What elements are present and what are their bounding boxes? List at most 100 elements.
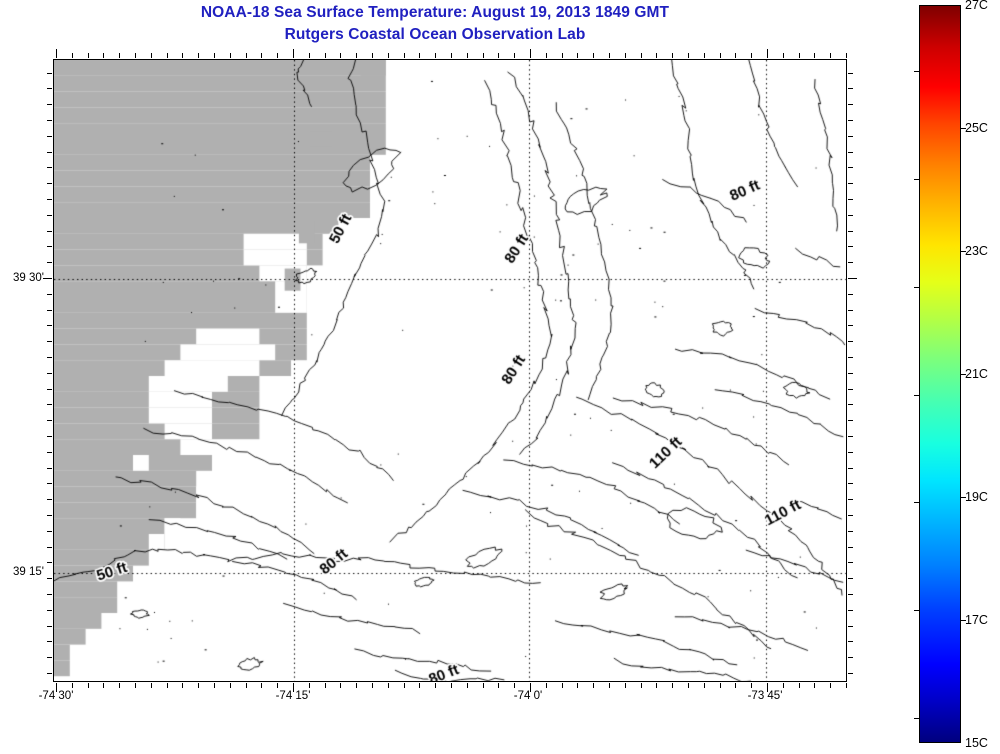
colorbar-tick-celsius: 17C <box>965 612 988 627</box>
x-axis-tick <box>119 683 120 688</box>
x-axis-tick-top <box>530 49 531 58</box>
y-axis-tick <box>47 136 52 137</box>
x-axis-tick-top <box>498 53 499 58</box>
x-axis-tick <box>325 683 326 688</box>
y-axis-tick-right <box>848 562 853 563</box>
x-axis-tick <box>230 683 231 688</box>
y-axis-tick-right <box>848 483 853 484</box>
y-axis-tick-right <box>848 341 853 342</box>
x-axis-tick-top <box>814 53 815 58</box>
y-axis-tick <box>47 657 52 658</box>
x-axis-tick <box>388 683 389 688</box>
title-line-2: Rutgers Coastal Ocean Observation Lab <box>284 26 586 43</box>
y-axis-tick-right <box>848 357 853 358</box>
y-axis-tick-right <box>848 215 853 216</box>
colorbar-tickmark <box>960 128 966 130</box>
colorbar-gradient <box>919 5 961 743</box>
x-axis-label-3: -73 45' <box>747 690 783 702</box>
x-axis-tick-top <box>783 53 784 58</box>
page-title: NOAA-18 Sea Surface Temperature: August … <box>0 2 870 46</box>
x-axis-tick <box>530 683 531 692</box>
y-axis-tick <box>47 641 52 642</box>
colorbar-tick-celsius: 15C <box>965 736 988 750</box>
colorbar-tickmark <box>960 250 966 252</box>
x-axis-tick <box>814 683 815 688</box>
x-axis-tick-top <box>293 49 294 58</box>
x-axis-tick-top <box>609 53 610 58</box>
x-axis-tick <box>846 683 847 688</box>
x-axis-tick <box>435 683 436 688</box>
x-axis-tick <box>309 683 310 688</box>
x-axis-tick-top <box>435 53 436 58</box>
y-axis-tick-right <box>848 657 853 658</box>
x-axis-tick-top <box>103 53 104 58</box>
x-axis-tick-top <box>246 53 247 58</box>
y-axis-tick <box>47 183 52 184</box>
x-axis-tick <box>546 683 547 688</box>
y-axis-tick <box>47 199 52 200</box>
y-axis-tick-right <box>848 199 853 200</box>
y-axis-tick-right <box>848 120 853 121</box>
y-axis-tick <box>47 578 52 579</box>
y-axis-tick-right <box>848 468 853 469</box>
y-axis-tick-right <box>848 231 853 232</box>
x-axis-tick <box>88 683 89 688</box>
x-axis-tick <box>562 683 563 688</box>
y-axis-tick-right <box>848 610 853 611</box>
x-axis-tick <box>167 683 168 688</box>
y-axis-tick-right <box>848 578 853 579</box>
y-axis-tick-right <box>848 88 853 89</box>
x-axis-tick-top <box>562 53 563 58</box>
y-axis-tick-right <box>848 420 853 421</box>
x-axis-tick <box>577 683 578 688</box>
x-axis-tick-top <box>625 53 626 58</box>
x-axis-tick-top <box>372 53 373 58</box>
x-axis-tick-top <box>514 53 515 58</box>
y-axis-tick <box>47 310 52 311</box>
temperature-colorbar[interactable]: 80F77F74F71F68F65F62F59F27C25C23C21C19C1… <box>914 0 988 750</box>
x-axis-tick <box>593 683 594 688</box>
y-axis-tick-right <box>848 325 853 326</box>
x-axis-tick <box>135 683 136 688</box>
x-axis-tick <box>56 683 57 692</box>
x-axis-tick-top <box>404 53 405 58</box>
x-axis-tick <box>688 683 689 688</box>
y-axis-tick-right <box>848 673 853 674</box>
x-axis-tick-top <box>577 53 578 58</box>
y-axis-tick <box>47 547 52 548</box>
x-axis-tick <box>514 683 515 688</box>
x-axis-tick-top <box>119 53 120 58</box>
x-axis-tick <box>72 683 73 688</box>
x-axis-tick-top <box>56 49 57 58</box>
colorbar-tickmark <box>914 610 920 612</box>
x-axis-tick <box>720 683 721 688</box>
sst-map-canvas <box>54 60 846 681</box>
y-axis-tick-right <box>848 373 853 374</box>
x-axis-tick <box>198 683 199 688</box>
x-axis-tick <box>498 683 499 688</box>
y-axis-tick <box>47 341 52 342</box>
colorbar-tick-celsius: 25C <box>965 121 988 136</box>
x-axis-tick-top <box>467 53 468 58</box>
x-axis-tick-top <box>72 53 73 58</box>
y-axis-tick-right <box>848 167 853 168</box>
y-axis-tick-right <box>848 515 853 516</box>
x-axis-tick-top <box>388 53 389 58</box>
x-axis-tick <box>261 683 262 688</box>
x-axis-tick <box>451 683 452 688</box>
x-axis-tick <box>767 683 768 692</box>
x-axis-tick <box>641 683 642 688</box>
x-axis-tick-top <box>198 53 199 58</box>
y-axis-tick <box>47 215 52 216</box>
x-axis-tick <box>246 683 247 688</box>
y-axis-label-1: 39 15' <box>13 566 44 578</box>
y-axis-tick <box>47 436 52 437</box>
y-axis-tick-right <box>848 294 853 295</box>
x-axis-tick-top <box>704 53 705 58</box>
x-axis-tick-top <box>720 53 721 58</box>
y-axis-tick <box>47 104 52 105</box>
map-plot-area[interactable] <box>53 59 847 682</box>
x-axis-tick <box>830 683 831 688</box>
x-axis-tick-top <box>230 53 231 58</box>
x-axis-tick-top <box>830 53 831 58</box>
